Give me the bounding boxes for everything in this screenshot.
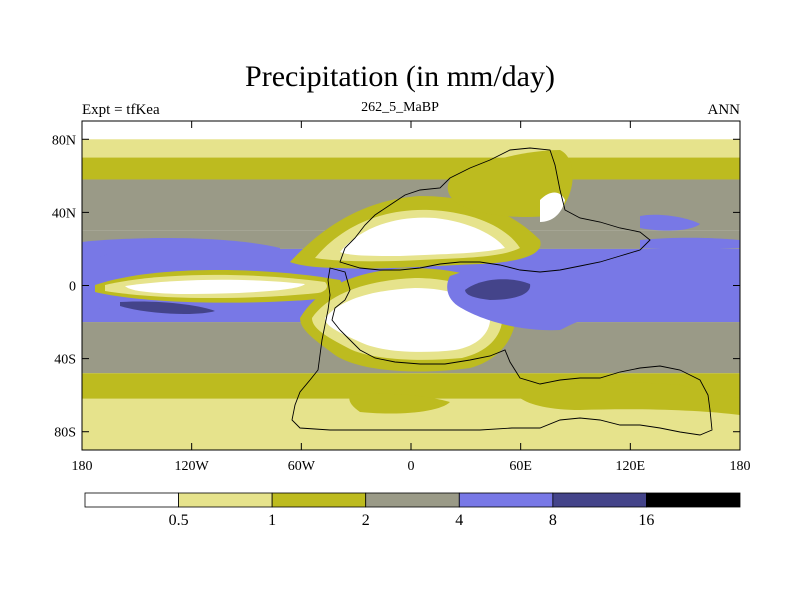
- x-tick-label: 180: [72, 459, 93, 474]
- colorbar-swatch-0: [84, 492, 179, 508]
- chart-title: Precipitation (in mm/day): [245, 60, 555, 93]
- y-tick-label: 40N: [52, 206, 76, 221]
- experiment-label: Expt = tfKea: [82, 102, 160, 118]
- east-intense-rain: [465, 279, 531, 300]
- colorbar-swatch-4: [458, 492, 554, 508]
- plot-area: [82, 121, 740, 450]
- x-tick-label: 0: [408, 459, 415, 474]
- colorbar-label: 8: [549, 512, 557, 529]
- precip-band-2: [82, 157, 740, 180]
- season-label: ANN: [707, 102, 741, 118]
- colorbar-swatch-3: [365, 492, 460, 508]
- colorbar-swatch-2: [271, 492, 367, 508]
- x-tick-label: 60E: [509, 459, 532, 474]
- x-tick-label: 60W: [288, 459, 316, 474]
- colorbar-swatch-6: [646, 492, 741, 508]
- x-tick-label: 120W: [175, 459, 210, 474]
- x-tick-label: 180: [730, 459, 751, 474]
- equatorial-dry-core: [125, 279, 305, 294]
- y-tick-label: 80N: [52, 133, 76, 148]
- y-tick-label: 40S: [54, 353, 76, 368]
- x-tick-label: 120E: [616, 459, 646, 474]
- south-highlat-band: [520, 382, 740, 415]
- north-highlat-white: [540, 192, 565, 222]
- colorbar-label: 1: [268, 512, 276, 529]
- precip-band-0: [82, 121, 740, 140]
- colorbar-swatch-1: [178, 492, 273, 508]
- colorbar-label: 4: [455, 512, 463, 529]
- colorbar-label: 0.5: [169, 512, 189, 529]
- y-tick-label: 0: [69, 280, 76, 295]
- ne-rain-strip: [640, 237, 740, 250]
- ne-rain-patch: [640, 214, 700, 231]
- axis-ticks: 180 120W 60W 0 60E 120E 180 80N 40N 0 40S 80S: [52, 121, 751, 474]
- nw-rain-strip: [82, 238, 280, 256]
- precip-band-1: [82, 139, 740, 158]
- intense-rain-west: [120, 301, 215, 314]
- north-desert-core: [340, 217, 505, 256]
- antarctic-edge: [349, 393, 450, 414]
- colorbar-label: 2: [362, 512, 370, 529]
- run-label: 262_5_MaBP: [361, 100, 439, 115]
- y-tick-label: 80S: [54, 426, 76, 441]
- south-desert-core: [325, 288, 491, 352]
- colorbar-swatch-5: [552, 492, 647, 508]
- continent-outline: [291, 147, 713, 436]
- east-tropical-rain: [447, 258, 740, 331]
- colorbar: 0.5 1 2 4 8 16: [84, 492, 741, 529]
- colorbar-label: 16: [638, 512, 654, 529]
